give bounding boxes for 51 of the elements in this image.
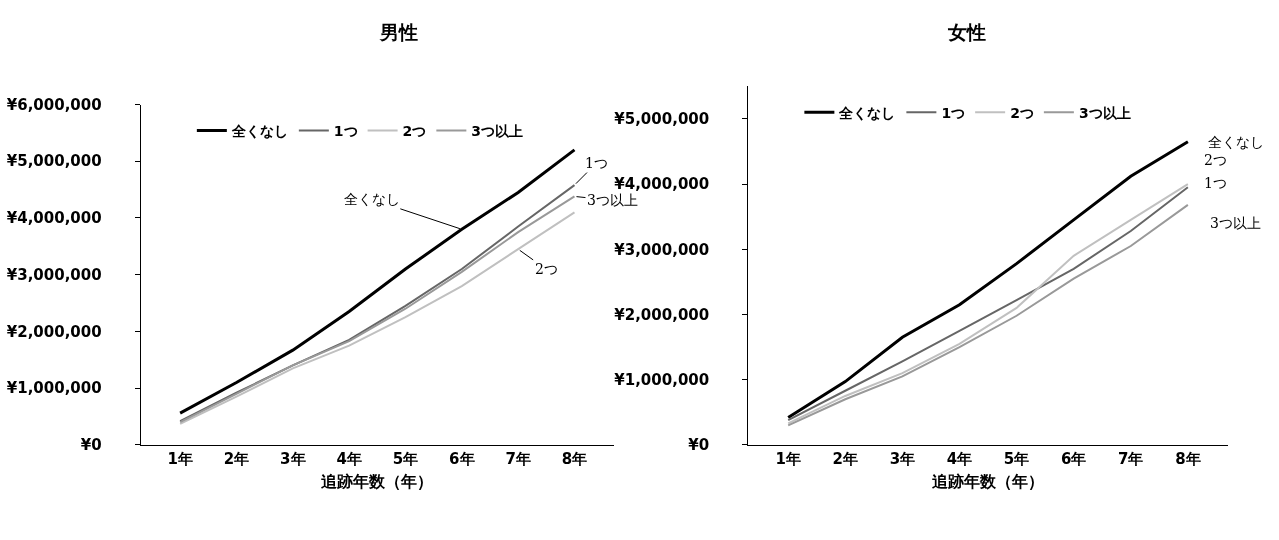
x-tick-label: 3年	[280, 449, 306, 468]
annotation: 2つ	[1204, 152, 1227, 168]
y-tick-label: ¥5,000,000	[614, 110, 710, 129]
y-tick-label: ¥4,000,000	[614, 175, 710, 194]
annotation: 1つ	[585, 155, 608, 171]
y-tick-label: ¥1,000,000	[614, 370, 710, 389]
x-tick-label: 3年	[889, 449, 916, 468]
x-tick-label: 6年	[1060, 449, 1087, 468]
line-series	[178, 148, 576, 415]
legend-label: 全くなし	[230, 123, 288, 140]
x-tick-label: 7年	[1118, 449, 1144, 468]
x-tick-label: 5年	[392, 449, 419, 468]
annotation: 3つ以上	[587, 192, 638, 208]
x-tick-label: 1年	[167, 449, 193, 468]
y-tick-label: ¥0	[80, 436, 102, 455]
x-tick-label: 2年	[832, 449, 858, 468]
y-tick-label: ¥3,000,000	[614, 240, 710, 259]
annotation: 3つ以上	[1210, 215, 1261, 231]
x-tick-label: 7年	[505, 449, 531, 468]
x-tick-label: 4年	[336, 449, 362, 468]
x-axis-title: 追跡年数（年）	[931, 471, 1045, 491]
x-tick-label: 5年	[1003, 449, 1030, 468]
y-tick-label: ¥2,000,000	[6, 322, 102, 341]
legend-label: 3つ以上	[471, 123, 524, 140]
y-tick-label: ¥1,000,000	[6, 379, 102, 398]
y-tick-label: ¥6,000,000	[6, 95, 102, 114]
chart-title: 女性	[947, 21, 986, 43]
legend-label: 1つ	[333, 123, 358, 140]
x-tick-label: 4年	[946, 449, 973, 468]
line-series	[786, 140, 1190, 419]
x-tick-label: 2年	[223, 449, 250, 468]
x-tick-label: 1年	[775, 449, 801, 468]
annotation: 2つ	[535, 261, 558, 277]
y-tick-label: ¥2,000,000	[614, 305, 710, 324]
y-tick-label: ¥4,000,000	[6, 209, 102, 228]
x-tick-label: 6年	[449, 449, 475, 468]
annotation: 全くなし	[344, 191, 400, 207]
x-axis-title: 追跡年数（年）	[320, 471, 434, 491]
legend-label: 1つ	[941, 104, 966, 121]
legend-label: 全くなし	[838, 104, 896, 121]
legend-label: 2つ	[1010, 104, 1034, 121]
x-tick-label: 8年	[1175, 449, 1201, 468]
chart-title: 男性	[379, 21, 418, 43]
y-tick-label: ¥0	[688, 436, 710, 455]
annotation: 全くなし	[1208, 134, 1264, 150]
annotation: 1つ	[1204, 175, 1227, 191]
y-tick-label: ¥5,000,000	[6, 152, 102, 171]
legend-label: 3つ以上	[1078, 104, 1131, 121]
legend-label: 2つ	[402, 123, 427, 140]
x-tick-label: 8年	[561, 449, 588, 468]
y-tick-label: ¥3,000,000	[6, 265, 102, 284]
